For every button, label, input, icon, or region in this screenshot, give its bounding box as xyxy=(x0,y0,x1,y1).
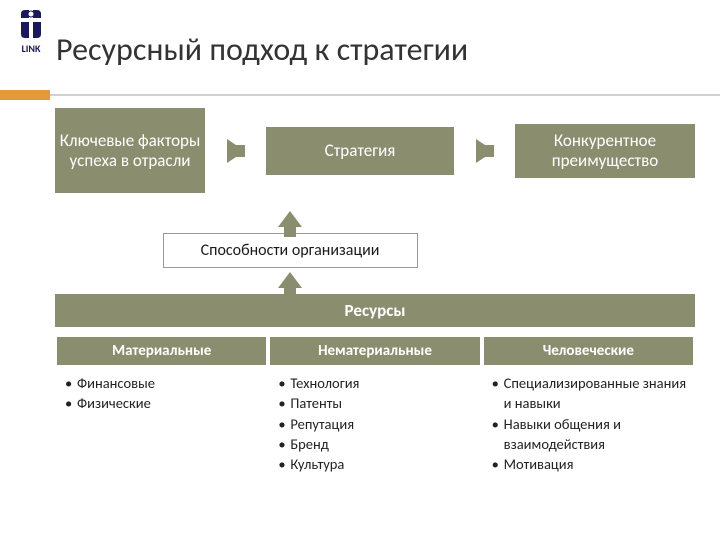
col-intangible: Нематериальные ТехнологияПатентыРепутаци… xyxy=(268,327,481,474)
col-material: Материальные ФинансовыеФизические xyxy=(55,327,268,474)
col-body-human: Специализированные знания и навыкиНавыки… xyxy=(482,373,695,474)
box-key-factors: Ключевые факторы успеха в отрасли xyxy=(55,108,205,193)
list-item: Бренд xyxy=(276,434,477,454)
arrow-right-icon xyxy=(227,139,245,163)
list-item: Финансовые xyxy=(63,373,264,393)
col-header-intangible: Нематериальные xyxy=(270,337,479,365)
list-item: Культура xyxy=(276,454,477,474)
brand-logo: LINK xyxy=(12,8,50,58)
box-org-capabilities: Способности организации xyxy=(163,233,418,268)
divider-line xyxy=(50,94,720,96)
resource-columns: Материальные ФинансовыеФизические Немате… xyxy=(55,327,695,474)
list-item: Мотивация xyxy=(490,454,691,474)
list-item: Патенты xyxy=(276,393,477,413)
box-competitive-advantage: Конкурентное преимущество xyxy=(515,124,695,178)
list-item: Технология xyxy=(276,373,477,393)
list-item: Навыки общения и взаимодействия xyxy=(490,414,691,455)
list-item: Репутация xyxy=(276,414,477,434)
arrow-right-icon xyxy=(476,139,494,163)
col-body-intangible: ТехнологияПатентыРепутацияБрендКультура xyxy=(268,373,481,474)
col-header-material: Материальные xyxy=(57,337,266,365)
arrow-up-icon xyxy=(278,272,302,288)
page-title: Ресурсный подход к стратегии xyxy=(56,30,468,69)
arrow-up-icon xyxy=(278,211,302,227)
list-item: Специализированные знания и навыки xyxy=(490,373,691,414)
top-row: Ключевые факторы успеха в отрасли Страте… xyxy=(55,108,695,193)
diagram-container: Ключевые факторы успеха в отрасли Страте… xyxy=(55,108,695,474)
col-body-material: ФинансовыеФизические xyxy=(55,373,268,414)
capabilities-wrap: Способности организации xyxy=(155,233,425,268)
resources-bar: Ресурсы xyxy=(55,294,695,327)
logo-icon xyxy=(15,8,47,40)
col-header-human: Человеческие xyxy=(484,337,693,365)
arrow-up-wrap-2 xyxy=(155,272,425,288)
arrow-up-wrap-1 xyxy=(155,211,425,227)
col-human: Человеческие Специализированные знания и… xyxy=(482,327,695,474)
title-divider xyxy=(0,90,720,100)
box-strategy: Стратегия xyxy=(266,127,454,175)
logo-text: LINK xyxy=(22,42,41,55)
list-item: Физические xyxy=(63,393,264,413)
accent-bar xyxy=(0,90,50,100)
